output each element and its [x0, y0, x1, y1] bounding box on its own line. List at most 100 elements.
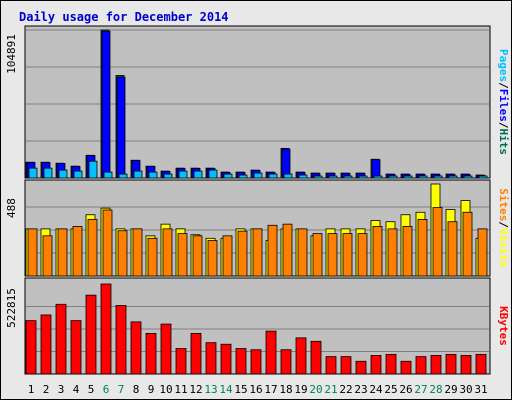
- bar-pages-day-8: [133, 170, 143, 179]
- bar-sites-day-6: [102, 209, 113, 277]
- legend-label: Pages/Files/Hits: [497, 49, 510, 155]
- bar-pages-day-29: [448, 175, 458, 179]
- day-label-29: 29: [444, 383, 457, 396]
- bar-pages-day-18: [283, 173, 293, 179]
- bar-sites-day-27: [417, 219, 428, 277]
- bar-pages-day-12: [193, 170, 203, 179]
- day-label-23: 23: [354, 383, 367, 396]
- day-label-10: 10: [159, 383, 172, 396]
- bar-pages-day-17: [268, 173, 278, 179]
- day-label-17: 17: [264, 383, 277, 396]
- bar-sites-day-30: [462, 211, 473, 277]
- day-label-19: 19: [294, 383, 307, 396]
- chart-title: Daily usage for December 2014: [19, 10, 229, 24]
- bar-kbytes-day-7: [115, 305, 127, 375]
- bar-files-day-6: [101, 30, 111, 179]
- bar-pages-day-13: [208, 169, 218, 179]
- day-label-7: 7: [118, 383, 125, 396]
- bar-sites-day-24: [372, 226, 383, 277]
- bar-pages-day-16: [253, 172, 263, 179]
- bar-sites-day-23: [357, 233, 368, 277]
- day-label-22: 22: [339, 383, 352, 396]
- legend-visits: Visits: [497, 228, 510, 268]
- bar-kbytes-day-31: [475, 353, 487, 375]
- bar-kbytes-day-19: [295, 337, 307, 375]
- bar-pages-day-30: [463, 175, 473, 179]
- bar-pages-day-4: [73, 170, 83, 179]
- day-label-16: 16: [249, 383, 262, 396]
- bar-pages-day-10: [163, 173, 173, 179]
- bar-pages-day-26: [403, 175, 413, 179]
- bar-sites-day-3: [57, 228, 68, 277]
- bar-pages-day-1: [28, 167, 38, 179]
- bar-kbytes-day-5: [85, 294, 97, 375]
- bar-pages-day-23: [358, 175, 368, 179]
- bar-pages-day-19: [298, 174, 308, 179]
- bar-kbytes-day-25: [385, 353, 397, 375]
- bar-sites-day-7: [117, 230, 128, 277]
- bar-sites-day-2: [42, 235, 53, 277]
- bar-sites-day-20: [312, 233, 323, 277]
- bar-kbytes-day-29: [445, 353, 457, 375]
- bar-kbytes-day-21: [325, 356, 337, 375]
- day-label-18: 18: [279, 383, 292, 396]
- bar-pages-day-21: [328, 175, 338, 179]
- bar-kbytes-day-14: [220, 343, 232, 375]
- bar-files-day-7: [116, 76, 126, 179]
- legend-hits: Hits: [497, 129, 510, 156]
- bar-kbytes-day-1: [25, 320, 37, 375]
- day-label-2: 2: [43, 383, 50, 396]
- bar-pages-day-22: [343, 175, 353, 179]
- bar-kbytes-day-24: [370, 355, 382, 375]
- hits-files-pages-panel: 104891 Pages/Files/Hits: [5, 25, 510, 179]
- bar-pages-day-27: [418, 175, 428, 179]
- day-label-11: 11: [174, 383, 187, 396]
- day-label-15: 15: [234, 383, 247, 396]
- bar-kbytes-day-3: [55, 303, 67, 375]
- day-label-6: 6: [103, 383, 110, 396]
- bar-pages-day-20: [313, 175, 323, 179]
- bar-pages-day-31: [478, 175, 488, 179]
- visits-sites-panel: 488 Sites/Visits: [5, 179, 510, 277]
- legend-label: KBytes: [497, 306, 510, 346]
- legend-kbytes: KBytes: [497, 306, 510, 346]
- bar-pages-day-14: [223, 173, 233, 179]
- bar-kbytes-day-17: [265, 330, 277, 375]
- kbytes-panel: 522815 KBytes: [5, 277, 510, 375]
- bar-kbytes-day-23: [355, 360, 367, 375]
- day-label-5: 5: [88, 383, 95, 396]
- day-label-24: 24: [369, 383, 383, 396]
- bar-kbytes-day-4: [70, 320, 82, 375]
- bar-pages-day-24: [373, 175, 383, 179]
- bar-kbytes-day-16: [250, 349, 262, 375]
- day-label-30: 30: [459, 383, 472, 396]
- bar-sites-day-10: [162, 228, 173, 277]
- bar-sites-day-14: [222, 235, 233, 277]
- bar-kbytes-day-12: [190, 332, 202, 375]
- day-label-27: 27: [414, 383, 427, 396]
- bar-sites-day-29: [447, 221, 458, 277]
- bar-kbytes-day-10: [160, 323, 172, 375]
- day-label-20: 20: [309, 383, 322, 396]
- bar-kbytes-day-20: [310, 340, 322, 375]
- bar-pages-day-3: [58, 169, 68, 179]
- day-label-28: 28: [429, 383, 442, 396]
- bar-sites-day-19: [297, 228, 308, 277]
- bar-sites-day-13: [207, 240, 218, 277]
- bar-sites-day-11: [177, 233, 188, 277]
- bar-sites-day-25: [387, 228, 398, 277]
- bar-pages-day-9: [148, 171, 158, 179]
- day-label-9: 9: [148, 383, 155, 396]
- day-label-3: 3: [58, 383, 65, 396]
- y-max-label: 522815: [5, 288, 18, 328]
- bar-sites-day-8: [132, 228, 143, 277]
- legend-files: Files: [497, 89, 510, 122]
- day-label-4: 4: [73, 383, 80, 396]
- y-max-label: 488: [5, 198, 18, 218]
- legend-pages: Pages: [497, 49, 510, 82]
- bar-sites-day-26: [402, 226, 413, 277]
- bar-kbytes-day-26: [400, 360, 412, 375]
- bar-kbytes-day-28: [430, 355, 442, 375]
- bar-kbytes-day-9: [145, 332, 157, 375]
